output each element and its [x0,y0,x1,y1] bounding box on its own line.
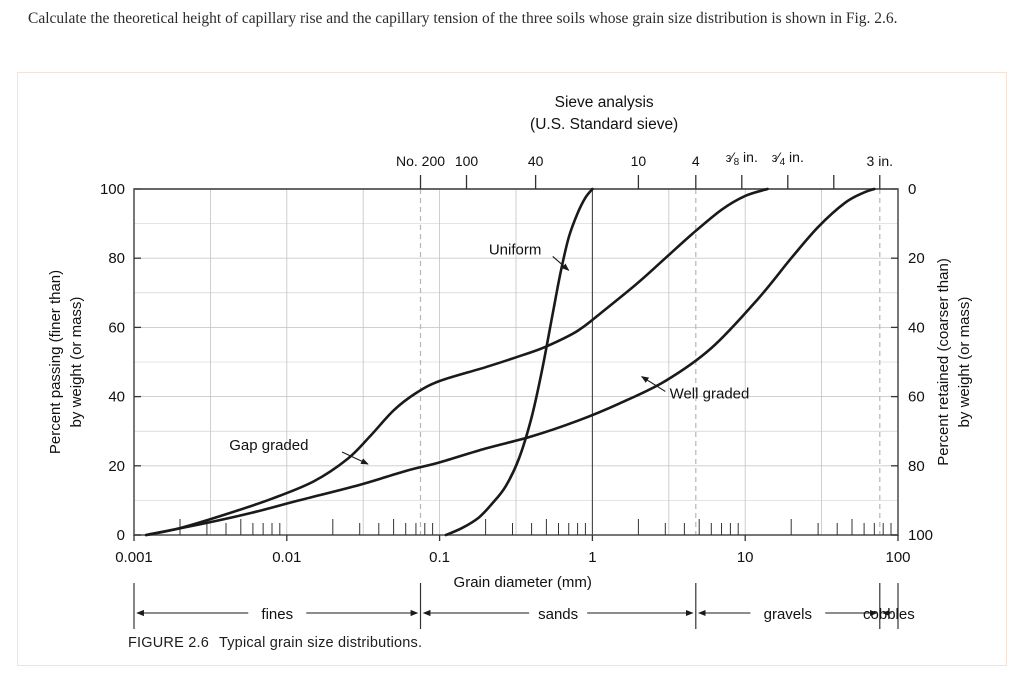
y-tick-label: 20 [108,458,125,475]
annotation-leader-uniform [552,256,570,271]
x-tick-label: 0.001 [115,549,153,566]
x-tick-label: 0.01 [272,549,301,566]
x-axis-title: Grain diameter (mm) [454,574,592,591]
annotation-leader-gap-graded [341,451,369,465]
annotation-gap-graded: Gap graded [229,437,308,454]
annotation-uniform: Uniform [489,242,542,259]
x-tick-label: 0.1 [429,549,450,566]
y-tick-label: 0 [117,527,125,544]
problem-statement: Calculate the theoretical height of capi… [28,10,898,27]
sieve-tick-label: 3⁄8 in. [726,149,758,168]
y2-tick-label: 0 [908,181,916,198]
sieve-tick-label: 100 [455,153,479,169]
grain-size-distribution-chart: 0 20 40 60 80 100 0 20 40 60 80 100 0.001 0.01 0.1 1 10 1… [47,94,973,629]
sieve-tick-label: 3⁄4 in. [772,149,804,168]
svg-text:3⁄4 in.: 3⁄4 in. [772,149,804,168]
band-label: sands [538,606,578,623]
y2-tick-label: 40 [908,319,925,336]
y2-axis-title-line1: Percent retained (coarser than) [935,258,952,466]
band-label: cobbles [863,606,915,623]
y2-tick-label: 20 [908,250,925,267]
sieve-tick-label: 40 [528,153,544,169]
figure-caption-label: FIGURE 2.6 [128,635,209,651]
y2-axis-title-line2: by weight (or mass) [956,297,973,428]
x-tick-label: 1 [588,549,596,566]
y-tick-label: 60 [108,319,125,336]
y-axis-title-line2: by weight (or mass) [68,297,85,428]
sieve-tick-label: No. 200 [396,153,445,169]
y-axis-title-line1: Percent passing (finer than) [47,270,64,454]
series-curve-well-graded [144,187,876,537]
x-tick-label: 10 [737,549,754,566]
y2-tick-label: 100 [908,527,933,544]
y-tick-label: 80 [108,250,125,267]
chart-subtitle: (U.S. Standard sieve) [530,116,678,133]
annotation-well-graded: Well graded [670,385,750,402]
y-tick-label: 40 [108,389,125,406]
y2-tick-label: 60 [908,389,925,406]
sieve-tick-label: 10 [631,153,647,169]
svg-text:3⁄8 in.: 3⁄8 in. [726,149,758,168]
chart-title: Sieve analysis [555,94,654,111]
y-tick-label: 100 [100,181,125,198]
figure-caption-text: Typical grain size distributions. [218,635,423,651]
x-tick-label: 100 [885,549,910,566]
sieve-tick-label: 4 [692,153,700,169]
annotation-leader-well-graded [640,376,666,392]
band-label: gravels [764,606,812,623]
series-curve-gap-graded [144,187,769,537]
sieve-tick-label: 3 in. [867,153,893,169]
figure-caption: FIGURE 2.6 Typical grain size distributio… [128,635,422,651]
band-label: fines [261,606,293,623]
series-curve-uniform [444,187,594,537]
y2-tick-label: 80 [908,458,925,475]
figure-panel: 0 20 40 60 80 100 0 20 40 60 80 100 0.001 0.01 0.1 1 10 1… [17,72,1007,666]
